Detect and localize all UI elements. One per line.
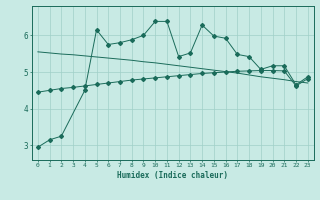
X-axis label: Humidex (Indice chaleur): Humidex (Indice chaleur) — [117, 171, 228, 180]
